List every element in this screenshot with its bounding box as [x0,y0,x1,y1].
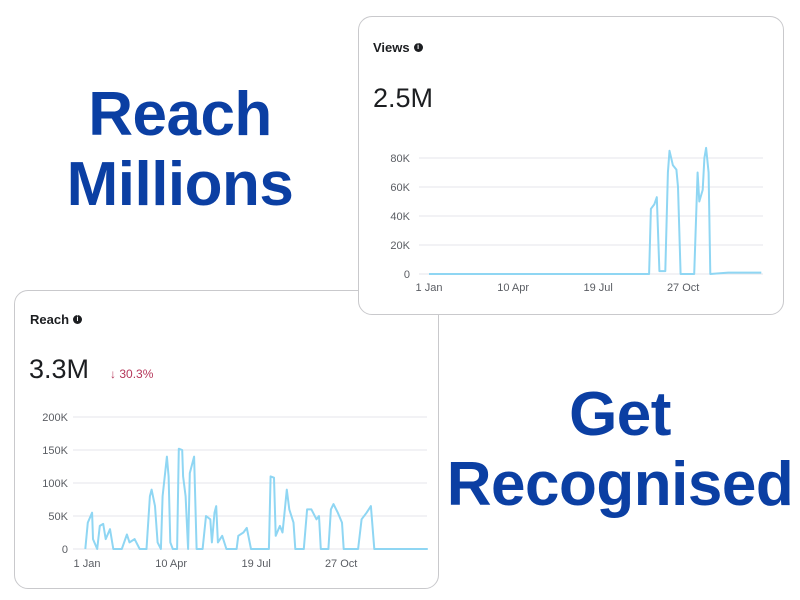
headline-line: Get [569,380,671,449]
y-tick-label: 0 [404,269,410,281]
views-chart: 0 20K 40K 60K 80K 1 Jan 10 Apr 19 Jul 27 Oct [390,146,763,294]
y-tick-label: 200K [42,412,68,424]
headline-reach-millions: Reach Millions [30,80,330,220]
x-tick-label: 27 Oct [325,558,357,570]
views-total: 2.5M [373,83,434,113]
x-tick-label: 1 Jan [74,558,101,570]
views-card: 0 20K 40K 60K 80K 1 Jan 10 Apr 19 Jul 27 Oct Vie… [358,16,784,315]
info-icon[interactable]: i [413,43,423,52]
x-tick-label: 19 Jul [583,282,612,294]
data-line [429,146,762,275]
data-line [84,447,428,550]
headline-line: Recognised [446,450,794,519]
x-tick-label: 10 Apr [497,282,529,294]
y-tick-label: 0 [62,544,68,556]
reach-delta: ↓ 30.3% [110,367,153,381]
y-tick-label: 50K [48,511,68,523]
x-tick-label: 27 Oct [667,282,699,294]
y-tick-label: 20K [390,240,410,252]
y-tick-label: 60K [390,182,410,194]
x-tick-label: 1 Jan [416,282,443,294]
reach-delta-value: 30.3% [119,367,154,381]
y-tick-label: 40K [390,211,410,223]
arrow-down-icon: ↓ [110,367,116,381]
y-tick-label: 150K [42,445,68,457]
reach-total: 3.3M [29,354,90,384]
headline-get-recognised: Get Recognised [440,380,800,520]
reach-card: 0 50K 100K 150K 200K 1 Jan 10 Apr 19 Jul 27 Oct … [14,290,439,589]
y-tick-label: 80K [390,153,410,165]
headline-line: Millions [66,150,294,219]
headline-line: Reach [88,80,272,149]
reach-title: Reach i [30,312,83,327]
x-tick-label: 19 Jul [241,558,270,570]
views-title-text: Views [373,40,410,55]
info-icon[interactable]: i [73,315,83,324]
x-tick-label: 10 Apr [155,558,187,570]
reach-title-text: Reach [30,312,70,327]
y-tick-label: 100K [42,478,68,490]
views-title: Views i [373,40,423,55]
reach-chart: 0 50K 100K 150K 200K 1 Jan 10 Apr 19 Jul 27 Oct [42,412,428,570]
